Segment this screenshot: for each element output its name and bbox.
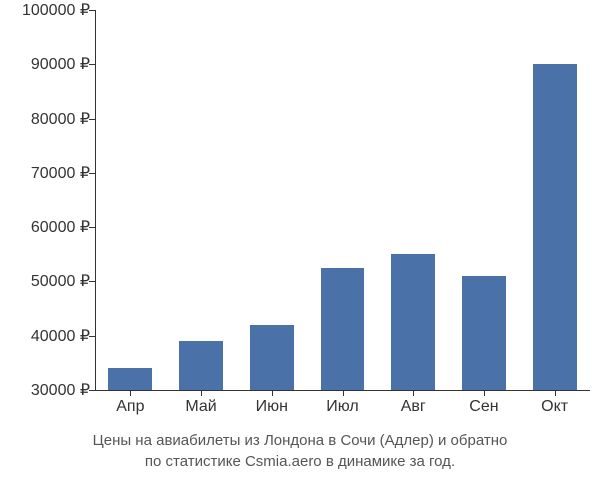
y-axis-label: 30000 ₽ (31, 380, 90, 400)
x-tick (201, 390, 202, 396)
y-axis-label: 50000 ₽ (31, 271, 90, 291)
bar (108, 368, 152, 390)
y-tick (89, 173, 95, 174)
plot-area (95, 10, 590, 390)
y-tick (89, 227, 95, 228)
x-axis-label: Авг (401, 398, 426, 416)
x-axis-label: Апр (116, 398, 144, 416)
bar (179, 341, 223, 390)
bar (462, 276, 506, 390)
bar (250, 325, 294, 390)
y-tick (89, 119, 95, 120)
caption-line2: по статистике Csmia.aero в динамике за г… (145, 453, 455, 470)
y-axis-label: 90000 ₽ (31, 54, 90, 74)
y-axis-label: 80000 ₽ (31, 109, 90, 129)
x-tick (484, 390, 485, 396)
x-tick (272, 390, 273, 396)
y-tick (89, 390, 95, 391)
chart-container: 30000 ₽ 40000 ₽ 50000 ₽ 60000 ₽ 70000 ₽ 80000… (0, 0, 600, 500)
y-axis-label: 100000 ₽ (22, 0, 90, 20)
x-tick (555, 390, 556, 396)
x-axis-label: Окт (541, 398, 568, 416)
caption-line1: Цены на авиабилеты из Лондона в Сочи (Ад… (93, 432, 508, 449)
y-axis-label: 70000 ₽ (31, 163, 90, 183)
y-tick (89, 281, 95, 282)
x-tick (130, 390, 131, 396)
chart-caption: Цены на авиабилеты из Лондона в Сочи (Ад… (0, 430, 600, 472)
y-axis-label: 40000 ₽ (31, 326, 90, 346)
y-tick (89, 10, 95, 11)
y-axis-label: 60000 ₽ (31, 217, 90, 237)
x-axis-label: Сен (469, 398, 498, 416)
x-axis-label: Июн (256, 398, 288, 416)
y-tick (89, 64, 95, 65)
bar (533, 64, 577, 390)
y-tick (89, 336, 95, 337)
bar (321, 268, 365, 390)
x-tick (343, 390, 344, 396)
x-tick (413, 390, 414, 396)
bar (391, 254, 435, 390)
x-axis-label: Май (185, 398, 216, 416)
x-axis-label: Июл (326, 398, 358, 416)
